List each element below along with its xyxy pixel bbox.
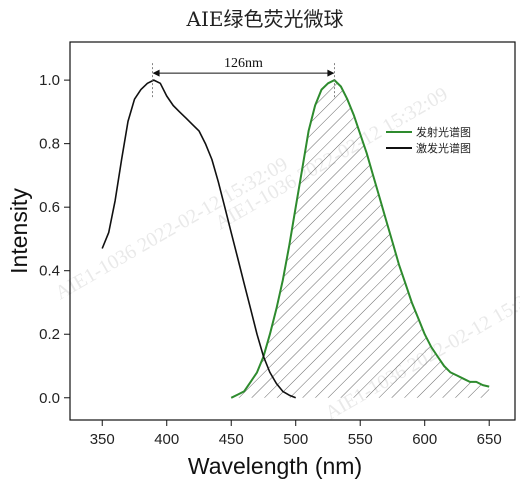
y-tick-label: 0.0 [39,390,60,407]
annotation-arrowhead-right [327,69,335,77]
legend-label-emission: 发射光谱图 [416,125,471,139]
legend-label-excitation: 激发光谱图 [416,141,471,155]
annotation-label: 126nm [224,56,263,71]
plot-frame [69,41,516,421]
series-line-excitation [101,79,297,399]
y-tick-label: 0.4 [39,263,60,280]
y-tick-label: 1.0 [39,72,60,89]
watermark-text-1: AIE1-1036 2022-02-12 15:32:09 [52,153,292,304]
x-tick-label: 600 [412,431,437,448]
y-tick-label: 0.6 [39,199,60,216]
emission-shaded-area [231,80,490,398]
x-tick-label: 350 [90,431,115,448]
chart-title: AIE绿色荧光微球 [186,7,344,31]
annotation: 126nm [152,56,335,99]
y-tick-label: 0.8 [39,136,60,153]
annotation-arrowhead-left [152,69,160,77]
x-tick-label: 650 [477,431,502,448]
x-axis-title: Wavelength (nm) [188,453,362,479]
x-tick-label: 500 [283,431,308,448]
y-axis-title: Intensity [6,188,32,274]
x-tick-label: 400 [154,431,179,448]
axis-ticks: 350 400 450 500 550 600 650 0.0 0.2 0.4 0.6 0.8 1.0 [39,72,502,448]
series-line-emission [230,79,490,399]
legend: 发射光谱图 激发光谱图 [386,125,471,155]
x-tick-label: 450 [219,431,244,448]
x-tick-label: 550 [348,431,373,448]
y-tick-label: 0.2 [39,326,60,343]
series-layer [101,79,490,399]
